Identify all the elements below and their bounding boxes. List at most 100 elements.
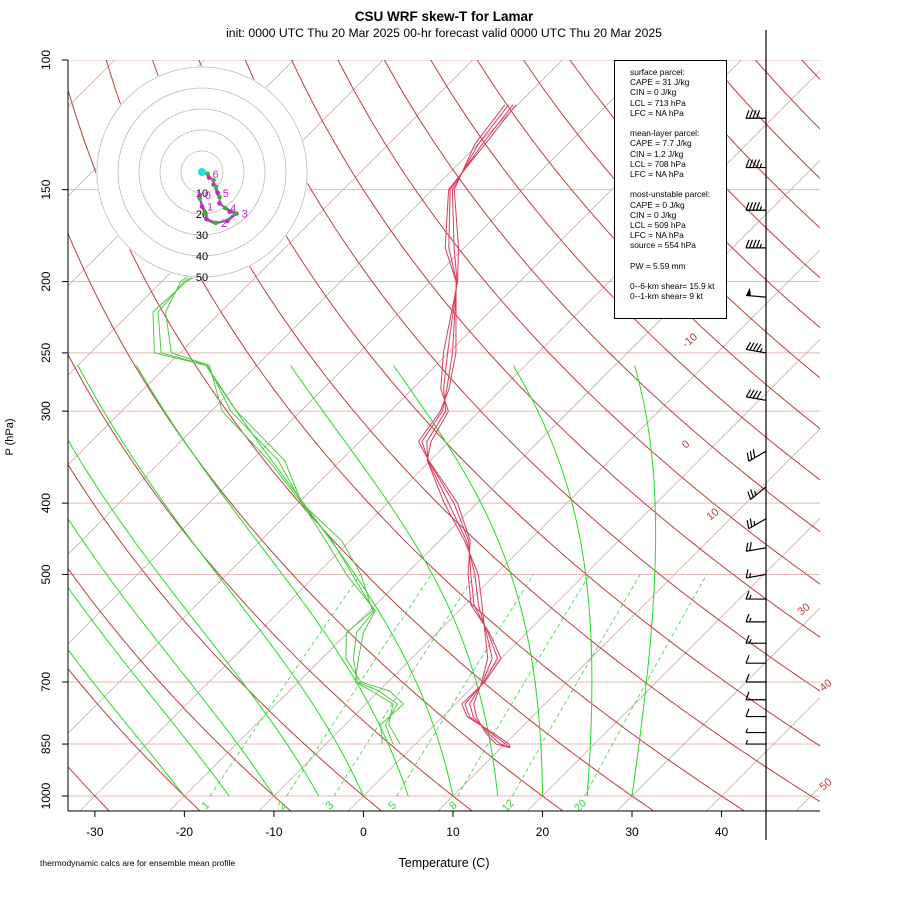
moist-adiabat: [136, 365, 408, 796]
hodo-height-label: 3: [242, 209, 248, 221]
legend-mean-header: mean-layer parcel:: [630, 128, 726, 138]
temperature-line: [419, 105, 517, 748]
mixing-ratio-label: 1: [200, 799, 213, 812]
wind-barb: [746, 740, 766, 744]
dry-adiabat-label: 0: [680, 438, 692, 451]
legend-mu-header: most-unstable parcel:: [630, 189, 726, 199]
mixing-ratio-line: [287, 574, 432, 796]
y-tick-label: 200: [39, 271, 53, 291]
barb-feather: [746, 543, 748, 551]
barb-feather: [753, 240, 756, 248]
hodo-point: [197, 193, 202, 198]
wind-barb: [746, 240, 766, 248]
chart-title: CSU WRF skew-T for Lamar: [355, 9, 534, 24]
x-tick-label: -10: [265, 825, 283, 839]
wind-barb: [748, 487, 766, 500]
dry-adiabat: [709, 60, 900, 812]
dry-adiabat-label: 40: [818, 677, 835, 694]
hodo-ring-label: 40: [196, 251, 208, 263]
legend-mean-lfc: LFC = NA hPa: [630, 169, 726, 179]
barb-feather: [746, 110, 749, 118]
barb-feather: [750, 110, 753, 118]
y-tick-label: 150: [39, 179, 53, 199]
hodo-point: [214, 184, 219, 189]
moist-adiabat: [291, 365, 498, 796]
barb-feather: [750, 240, 753, 248]
x-tick-label: 30: [625, 825, 639, 839]
legend-mu-source: source = 554 hPa: [630, 240, 726, 250]
hodo-point: [200, 204, 205, 209]
mixing-ratio-label: 5: [386, 799, 399, 812]
hodo-point: [215, 190, 220, 195]
dewpoint-line: [158, 248, 397, 744]
wind-barb: [746, 674, 766, 682]
isotherm-40: [706, 60, 900, 812]
y-tick-label: 400: [39, 493, 53, 513]
barb-half-feather: [750, 573, 751, 577]
legend-surface-lcl: LCL = 713 hPa: [630, 98, 726, 108]
barb-shaft: [746, 349, 766, 352]
wind-barb: [746, 709, 766, 717]
barb-feather: [750, 519, 751, 527]
barb-feather: [753, 449, 754, 457]
barb-feather: [746, 389, 750, 396]
wind-barb: [746, 591, 766, 599]
barb-shaft: [751, 487, 766, 500]
barb-half-feather: [760, 348, 762, 352]
legend-surface-cin: CIN = 0 J/kg: [630, 87, 726, 97]
barb-feather: [747, 520, 748, 528]
wind-barb: [747, 519, 766, 529]
legend-mu-cape: CAPE = 0 J/kg: [630, 200, 726, 210]
barb-feather: [746, 570, 748, 578]
wind-barb: [746, 202, 766, 210]
moist-adiabat: [632, 365, 656, 796]
dry-adiabat: [292, 60, 900, 812]
legend-surface-cape: CAPE = 31 J/kg: [630, 77, 726, 87]
dry-adiabat: [245, 60, 900, 812]
legend-mean-lcl: LCL = 708 hPa: [630, 159, 726, 169]
barb-feather: [746, 240, 749, 248]
hodo-height-label: 2: [221, 218, 227, 230]
legend-surface-lfc: LFC = NA hPa: [630, 108, 726, 118]
dry-adiabat-label: 50: [818, 776, 835, 793]
dry-adiabat-label: 10: [705, 506, 722, 523]
parcel-legend: surface parcel: CAPE = 31 J/kg CIN = 0 J…: [614, 60, 727, 319]
wind-barb: [746, 729, 766, 733]
barb-feather: [750, 542, 752, 550]
mixing-ratio-label: 12: [500, 797, 517, 814]
dry-adiabat: [802, 60, 900, 812]
wind-barb: [746, 110, 766, 118]
barb-feather: [746, 342, 750, 349]
hodo-point: [204, 217, 209, 222]
isotherm-50: [796, 60, 900, 812]
hodo-height-label: 4: [230, 203, 236, 215]
y-tick-label: 250: [39, 343, 53, 363]
wind-barb: [746, 342, 766, 353]
wind-barb: [746, 655, 766, 663]
barb-feather: [746, 160, 749, 168]
hodo-ring-label: 50: [196, 272, 208, 284]
dewpoint-line: [153, 248, 400, 744]
legend-shear-01: 0--1-km shear= 9 kt: [630, 291, 726, 301]
barb-feather: [757, 391, 761, 398]
x-tick-label: 40: [715, 825, 729, 839]
hodo-height-label: 6: [213, 169, 219, 181]
hodo-height-label: 0: [205, 190, 211, 202]
legend-mu-cin: CIN = 0 J/kg: [630, 210, 726, 220]
barb-half-feather: [754, 521, 755, 525]
x-tick-label: 0: [360, 825, 367, 839]
chart-subtitle: init: 0000 UTC Thu 20 Mar 2025 00-hr for…: [226, 26, 662, 40]
mixing-ratio-label: 8: [447, 799, 460, 812]
y-tick-label: 100: [39, 50, 53, 70]
barb-feather: [750, 343, 754, 350]
dry-adiabat: [755, 60, 900, 812]
x-tick-label: 20: [536, 825, 550, 839]
barb-feather: [753, 202, 756, 210]
hodo-height-label: 1: [207, 202, 213, 214]
wind-barb: [746, 389, 766, 400]
footnote: thermodynamic calcs are for ensemble mea…: [40, 858, 235, 868]
barb-feather: [753, 343, 757, 350]
legend-mean-cin: CIN = 1.2 J/kg: [630, 149, 726, 159]
x-tick-label: -20: [176, 825, 194, 839]
